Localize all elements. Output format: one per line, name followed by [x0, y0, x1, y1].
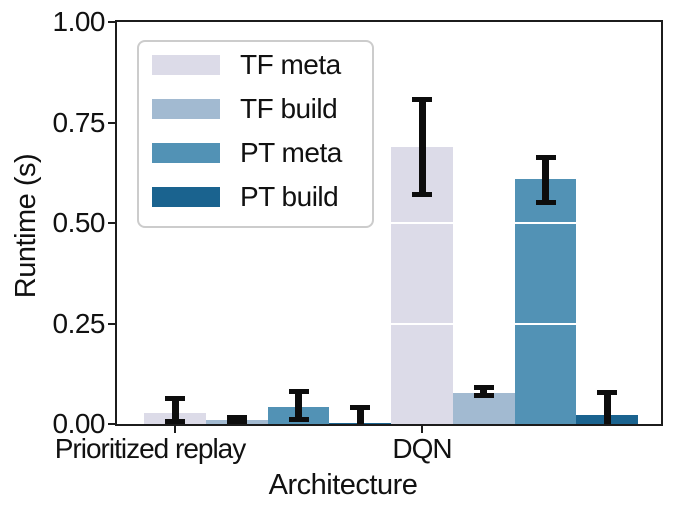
y-tick-mark [108, 423, 117, 425]
bar-tf-build-1 [452, 393, 515, 424]
y-tick-label: 0.25 [52, 307, 106, 339]
legend-label-pt-build: PT build [240, 181, 339, 212]
y-tick-mark [108, 21, 117, 23]
x-tick-label: DQN [392, 433, 452, 464]
y-tick-label: 1.00 [52, 6, 106, 37]
error-bar-whisker [418, 99, 426, 195]
y-tick-mark [108, 121, 117, 124]
legend-swatch-tf-meta [152, 55, 220, 75]
x-tick-mark [174, 424, 176, 433]
y-tick-mark [108, 322, 117, 325]
error-bar-cap-top [412, 97, 432, 103]
error-bar-cap-top [288, 388, 309, 394]
error-bar-cap-bottom [535, 199, 556, 205]
error-bar-cap-top [473, 384, 494, 390]
legend-swatch-tf-build [152, 99, 220, 119]
legend-swatch-pt-meta [152, 143, 220, 163]
x-tick-mark [421, 424, 423, 433]
x-axis-label: Architecture [268, 469, 418, 501]
y-tick-label: 0.50 [52, 207, 106, 238]
error-bar-cap-bottom [226, 419, 247, 425]
error-bar-cap-bottom [288, 416, 309, 422]
x-tick-label: Prioritized replay [54, 433, 247, 464]
gridline [117, 322, 661, 325]
error-bar-cap-top [165, 396, 185, 402]
legend-label-tf-meta: TF meta [240, 49, 341, 80]
legend-label-pt-meta: PT meta [240, 137, 342, 168]
error-bar-whisker [295, 391, 302, 420]
legend-label-tf-build: TF build [240, 93, 338, 124]
gridline [117, 222, 661, 224]
error-bar-whisker [603, 392, 611, 424]
error-bar-cap-bottom [165, 418, 185, 424]
error-bar-whisker [542, 157, 549, 203]
error-bar-whisker [480, 387, 488, 396]
y-axis-label: Runtime (s) [10, 153, 42, 299]
error-bar-cap-top [226, 415, 247, 421]
legend: TF meta TF build PT meta PT build [137, 40, 374, 228]
y-tick-label: 0.00 [52, 408, 106, 439]
error-bar-whisker [171, 398, 179, 422]
error-bar-cap-bottom [473, 392, 494, 398]
y-tick-label: 0.75 [52, 106, 106, 138]
error-bar-whisker [356, 407, 364, 424]
error-bar-cap-top [350, 404, 371, 410]
y-tick-mark [108, 222, 117, 224]
error-bar-cap-top [597, 390, 618, 396]
error-bar-cap-bottom [412, 191, 432, 197]
bar-pt-meta-1 [514, 179, 577, 424]
error-bar-cap-top [535, 154, 556, 160]
gridline [117, 121, 661, 124]
legend-swatch-pt-build [152, 187, 220, 207]
